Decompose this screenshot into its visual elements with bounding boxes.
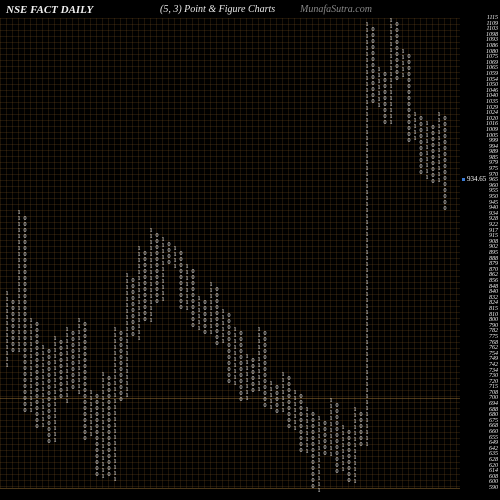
y-tick-label: 590 [489,485,498,491]
chart-subtitle: (5, 3) Point & Figure Charts [160,4,275,15]
y-axis-labels: 1115110911031098109310861080107510691065… [460,18,498,488]
plot-area: 1111111111111000000000111111111111111111… [0,18,460,488]
price-marker: 934.65 [462,175,486,183]
marker-label: 934.65 [467,175,486,183]
chart-title: NSE FACT DAILY [6,4,93,16]
pnf-column: 0000000000000000 [442,18,448,488]
watermark: MunafaSutra.com [300,4,372,15]
chart-container: NSE FACT DAILY (5, 3) Point & Figure Cha… [0,0,500,500]
marker-dot-icon [462,178,465,181]
